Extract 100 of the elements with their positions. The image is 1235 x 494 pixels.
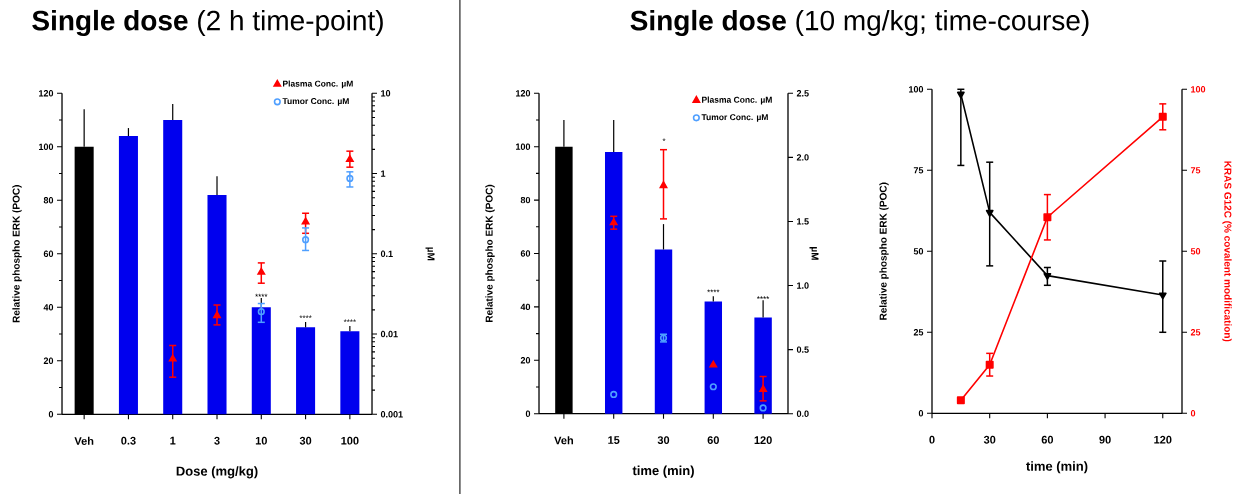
y-tick-label: 0: [918, 410, 924, 417]
bar: [296, 327, 316, 415]
y-tick-label: 60: [520, 250, 531, 257]
point: [956, 396, 965, 405]
bar: [654, 249, 673, 414]
point: [1158, 112, 1167, 121]
y2-tick-label: 75: [1190, 167, 1201, 174]
y-axis-title: Relative phospho ERK (POC): [12, 185, 22, 323]
y-tick-label: 100: [39, 143, 54, 150]
x-tick-label: 30: [657, 436, 670, 445]
point: [659, 181, 668, 189]
x-tick-label: 3: [214, 436, 220, 445]
x-tick-label: 120: [1154, 435, 1172, 444]
point: [301, 217, 310, 225]
annotation: *: [662, 138, 666, 142]
y-tick-label: 40: [43, 304, 54, 311]
y-tick-label: 75: [913, 167, 924, 174]
x-tick-label: Veh: [554, 436, 574, 445]
point: [213, 311, 221, 319]
point: [301, 236, 310, 244]
bar: [118, 136, 138, 415]
point: [759, 384, 768, 392]
x-tick-label: 90: [1099, 435, 1111, 444]
y-tick-label: 60: [43, 250, 54, 257]
annotation: ****: [757, 296, 770, 299]
bar: [704, 301, 723, 414]
y-tick-label: 40: [520, 303, 531, 311]
point: [609, 218, 618, 226]
text: Single dose (10 mg/kg; time-course): [630, 9, 1089, 37]
bar: [251, 307, 271, 415]
x-axis-title: Dose (mg/kg): [176, 466, 258, 479]
y2-tick-label: 0.001: [380, 411, 403, 418]
y-tick-label: 0: [525, 410, 531, 417]
point: [759, 404, 767, 412]
y2-tick-label: 0.1: [380, 250, 393, 257]
y2-tick-label: 1: [381, 170, 386, 177]
x-tick-label: 30: [299, 436, 312, 445]
x-axis-title: time (min): [632, 465, 694, 478]
y2-tick-label: 2.0: [796, 154, 809, 161]
point: [257, 267, 266, 275]
annotation: ****: [255, 293, 268, 297]
point: [1043, 272, 1052, 280]
point: [709, 383, 717, 391]
y2-axis-title: µM: [425, 247, 435, 261]
y2-tick-label: 25: [1190, 329, 1201, 336]
y2-tick-label: 1.5: [797, 218, 809, 225]
y-tick-label: 0: [48, 411, 54, 418]
chart-title: Single dose (2 h time-point): [32, 9, 383, 37]
x-tick-label: 60: [707, 436, 719, 445]
y-axis-title: Relative phospho ERK (POC): [879, 182, 889, 320]
y2-tick-label: 0.01: [380, 330, 398, 338]
x-tick-label: 15: [608, 436, 620, 444]
y-tick-label: 25: [913, 329, 924, 336]
x-tick-label: 60: [1041, 435, 1054, 444]
y2-tick-label: 2.5: [796, 90, 809, 97]
x-tick-label: 30: [983, 435, 996, 444]
point: [985, 209, 994, 217]
x-tick-label: 1: [170, 436, 176, 445]
bar: [754, 317, 772, 414]
y-tick-label: 20: [43, 357, 54, 364]
y2-axis-title: µM: [809, 247, 819, 260]
bar: [207, 194, 227, 415]
point: [985, 360, 994, 369]
x-tick-label: 0: [929, 435, 935, 444]
x-tick-label: Veh: [74, 436, 94, 445]
legend-label: Tumor Conc. µM: [282, 98, 349, 106]
y2-tick-label: 0: [1190, 410, 1196, 417]
annotation: ****: [707, 289, 720, 293]
annotation: ****: [299, 315, 312, 319]
y2-tick-label: 0.5: [796, 346, 809, 353]
y-tick-label: 80: [43, 197, 54, 204]
bar: [604, 152, 623, 414]
legend-label: Tumor Conc. µM: [701, 114, 768, 122]
point: [1158, 292, 1167, 300]
y-tick-label: 120: [516, 90, 531, 97]
x-tick-label: 0.3: [121, 436, 136, 445]
y-tick-label: 120: [39, 90, 54, 97]
y-tick-label: 20: [520, 357, 531, 364]
y-tick-label: 100: [516, 143, 531, 150]
y-tick-label: 50: [913, 248, 924, 255]
x-tick-label: 10: [255, 436, 267, 445]
point: [1043, 213, 1052, 222]
x-tick-label: 120: [754, 436, 772, 445]
y2-tick-label: 1.0: [797, 282, 809, 289]
legend-label: Plasma Conc. µM: [283, 80, 353, 89]
annotation: ****: [343, 319, 356, 323]
y2-tick-label: 100: [1191, 86, 1206, 93]
bar: [340, 331, 360, 415]
y-tick-label: 80: [520, 196, 531, 204]
x-tick-label: 100: [341, 436, 359, 445]
legend-label: Plasma Conc. µM: [702, 96, 772, 105]
bar: [163, 120, 183, 415]
point: [345, 155, 354, 162]
point: [709, 360, 718, 368]
y-axis-title: Relative phospho ERK (POC): [485, 184, 495, 322]
y2-tick-label: 0.0: [796, 410, 809, 417]
y2-axis-title: KRAS G12C (% covalent modification): [1222, 161, 1232, 342]
point: [168, 354, 177, 362]
point: [257, 308, 265, 316]
point: [610, 390, 618, 399]
